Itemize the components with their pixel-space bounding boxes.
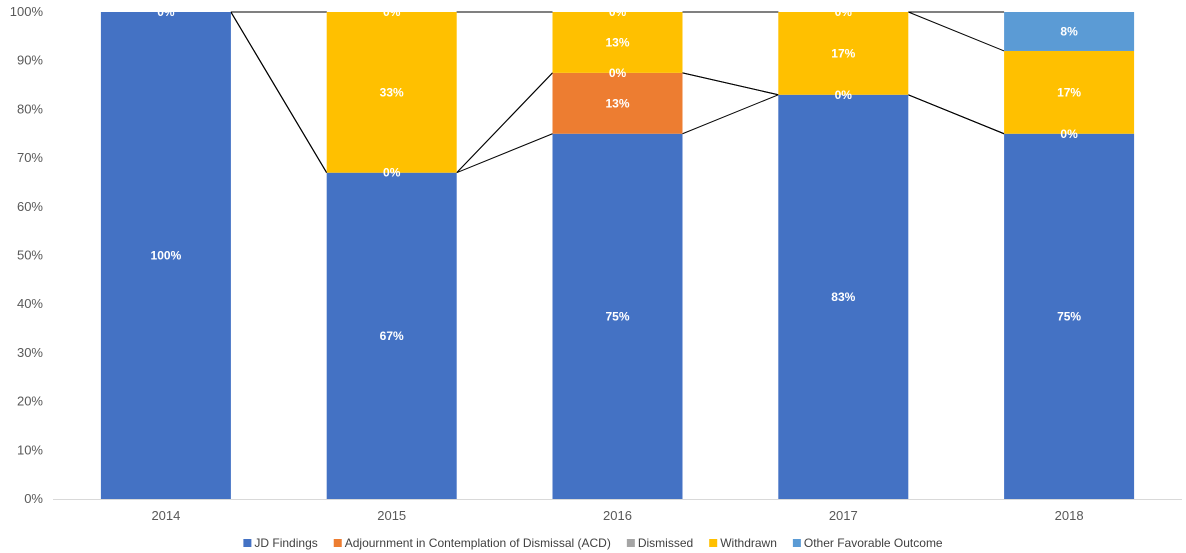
legend-item: Other Favorable Outcome: [792, 536, 943, 550]
y-tick-label: 80%: [17, 101, 43, 116]
legend-swatch: [709, 539, 718, 547]
legend-label: Withdrawn: [720, 536, 777, 550]
series-line: [456, 72, 553, 174]
bar-segment: [552, 133, 683, 499]
legend-swatch: [626, 539, 635, 547]
bar-segment: [552, 12, 683, 73]
legend-swatch: [333, 539, 342, 547]
data-label: 13%: [605, 96, 629, 110]
data-label: 33%: [380, 85, 404, 99]
bars: [100, 12, 1135, 499]
data-label: 75%: [605, 309, 629, 323]
data-label: 0%: [1060, 127, 1078, 141]
x-tick-label: 2016: [603, 508, 632, 523]
data-label: 0%: [157, 5, 175, 19]
y-tick-label: 60%: [17, 199, 43, 214]
legend-item: Withdrawn: [709, 536, 777, 550]
data-label: 13%: [605, 35, 629, 49]
series-line: [682, 94, 779, 135]
series-lines: [230, 11, 1005, 174]
data-label: 0%: [609, 66, 627, 80]
legend-item: Dismissed: [626, 536, 693, 550]
y-tick-label: 30%: [17, 345, 43, 360]
data-label: 0%: [609, 5, 627, 19]
legend-swatch: [243, 539, 252, 547]
legend-label: JD Findings: [254, 536, 317, 550]
y-tick-label: 0%: [24, 491, 43, 506]
y-axis: 0% 10% 20% 30% 40% 50% 60% 70% 80% 90% 100%: [10, 4, 44, 506]
y-tick-label: 40%: [17, 296, 43, 311]
y-tick-label: 70%: [17, 150, 43, 165]
bar-segment: [778, 94, 909, 499]
data-label: 0%: [835, 88, 853, 102]
bar-segment: [1004, 133, 1135, 499]
data-label: 75%: [1057, 309, 1081, 323]
data-labels: 100% 0% 67% 0% 33% 0% 75% 13% 0% 13% 0% 83% 0% 17% 0% 7…: [151, 5, 1082, 343]
y-tick-label: 90%: [17, 53, 43, 68]
y-tick-label: 20%: [17, 394, 43, 409]
data-label: 100%: [151, 249, 182, 263]
bar-segment: [1004, 50, 1135, 134]
x-axis: 2014 2015 2016 2017 2018: [53, 499, 1182, 523]
series-line: [456, 133, 553, 174]
data-label: 83%: [831, 290, 855, 304]
legend: JD Findings Adjournment in Contemplation …: [243, 536, 943, 550]
data-label: 17%: [1057, 85, 1081, 99]
x-tick-label: 2015: [377, 508, 406, 523]
legend-item: JD Findings: [243, 536, 318, 550]
bar-segment: [552, 72, 683, 134]
bar-segment: [326, 12, 457, 173]
legend-swatch: [792, 539, 801, 547]
bar-segment: [326, 172, 457, 499]
series-line: [908, 11, 1005, 52]
data-label: 0%: [835, 5, 853, 19]
series-line: [682, 72, 779, 96]
data-label: 8%: [1060, 24, 1078, 38]
x-tick-label: 2017: [829, 508, 858, 523]
y-tick-label: 100%: [10, 4, 44, 19]
legend-item: Adjournment in Contemplation of Dismissa…: [333, 536, 611, 550]
series-line: [908, 94, 1005, 135]
x-tick-label: 2018: [1055, 508, 1084, 523]
bar-segment: [778, 12, 909, 95]
data-label: 0%: [383, 5, 401, 19]
data-label: 17%: [831, 46, 855, 60]
y-tick-label: 50%: [17, 248, 43, 263]
series-line: [230, 11, 328, 173]
y-tick-label: 10%: [17, 442, 43, 457]
legend-label: Dismissed: [638, 536, 693, 550]
data-label: 67%: [380, 329, 404, 343]
bar-segment: [1004, 12, 1135, 51]
legend-label: Adjournment in Contemplation of Dismissa…: [345, 536, 611, 550]
data-label: 0%: [383, 166, 401, 180]
bar-segment: [100, 12, 231, 499]
legend-label: Other Favorable Outcome: [804, 536, 943, 550]
x-tick-label: 2014: [151, 508, 180, 523]
